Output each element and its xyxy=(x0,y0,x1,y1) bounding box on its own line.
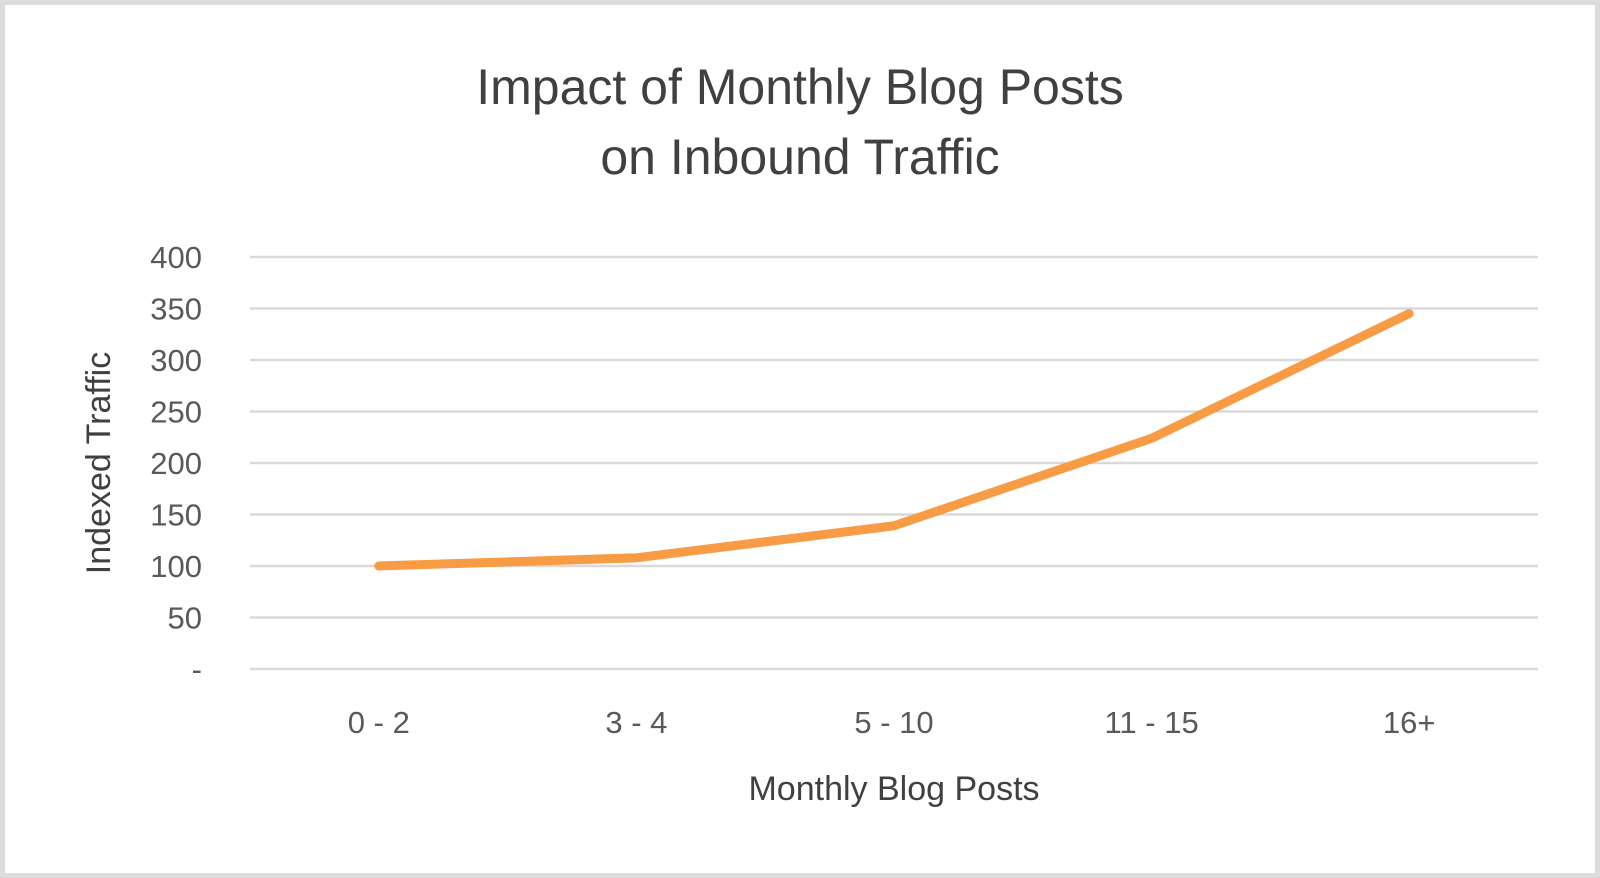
y-tick-label: - xyxy=(192,652,202,687)
x-tick-label: 5 - 10 xyxy=(854,705,933,740)
y-tick-label: 400 xyxy=(150,240,202,275)
horizontal-gridlines xyxy=(250,255,1538,671)
y-axis-tick-labels: - 50 100 150 200 250 300 350 400 xyxy=(150,240,202,687)
y-tick-label: 350 xyxy=(150,292,202,327)
chart-title: Impact of Monthly Blog Posts on Inbound … xyxy=(0,52,1600,192)
chart-title-line-1: Impact of Monthly Blog Posts xyxy=(476,59,1124,115)
x-axis-title: Monthly Blog Posts xyxy=(748,770,1039,808)
traffic-series-line xyxy=(374,309,1414,571)
y-tick-label: 250 xyxy=(150,395,202,430)
x-tick-label: 11 - 15 xyxy=(1104,705,1198,740)
y-tick-label: 150 xyxy=(150,498,202,533)
y-tick-label: 200 xyxy=(150,446,202,481)
chart-title-line-2: on Inbound Traffic xyxy=(600,129,1000,185)
x-axis-tick-labels: 0 - 2 3 - 4 5 - 10 11 - 15 16+ xyxy=(348,705,1436,740)
y-axis-title: Indexed Traffic xyxy=(80,352,118,574)
y-tick-label: 300 xyxy=(150,343,202,378)
y-tick-label: 50 xyxy=(168,601,202,636)
x-tick-label: 3 - 4 xyxy=(605,705,667,740)
x-tick-label: 16+ xyxy=(1383,705,1436,740)
y-tick-label: 100 xyxy=(150,549,202,584)
x-tick-label: 0 - 2 xyxy=(348,705,410,740)
